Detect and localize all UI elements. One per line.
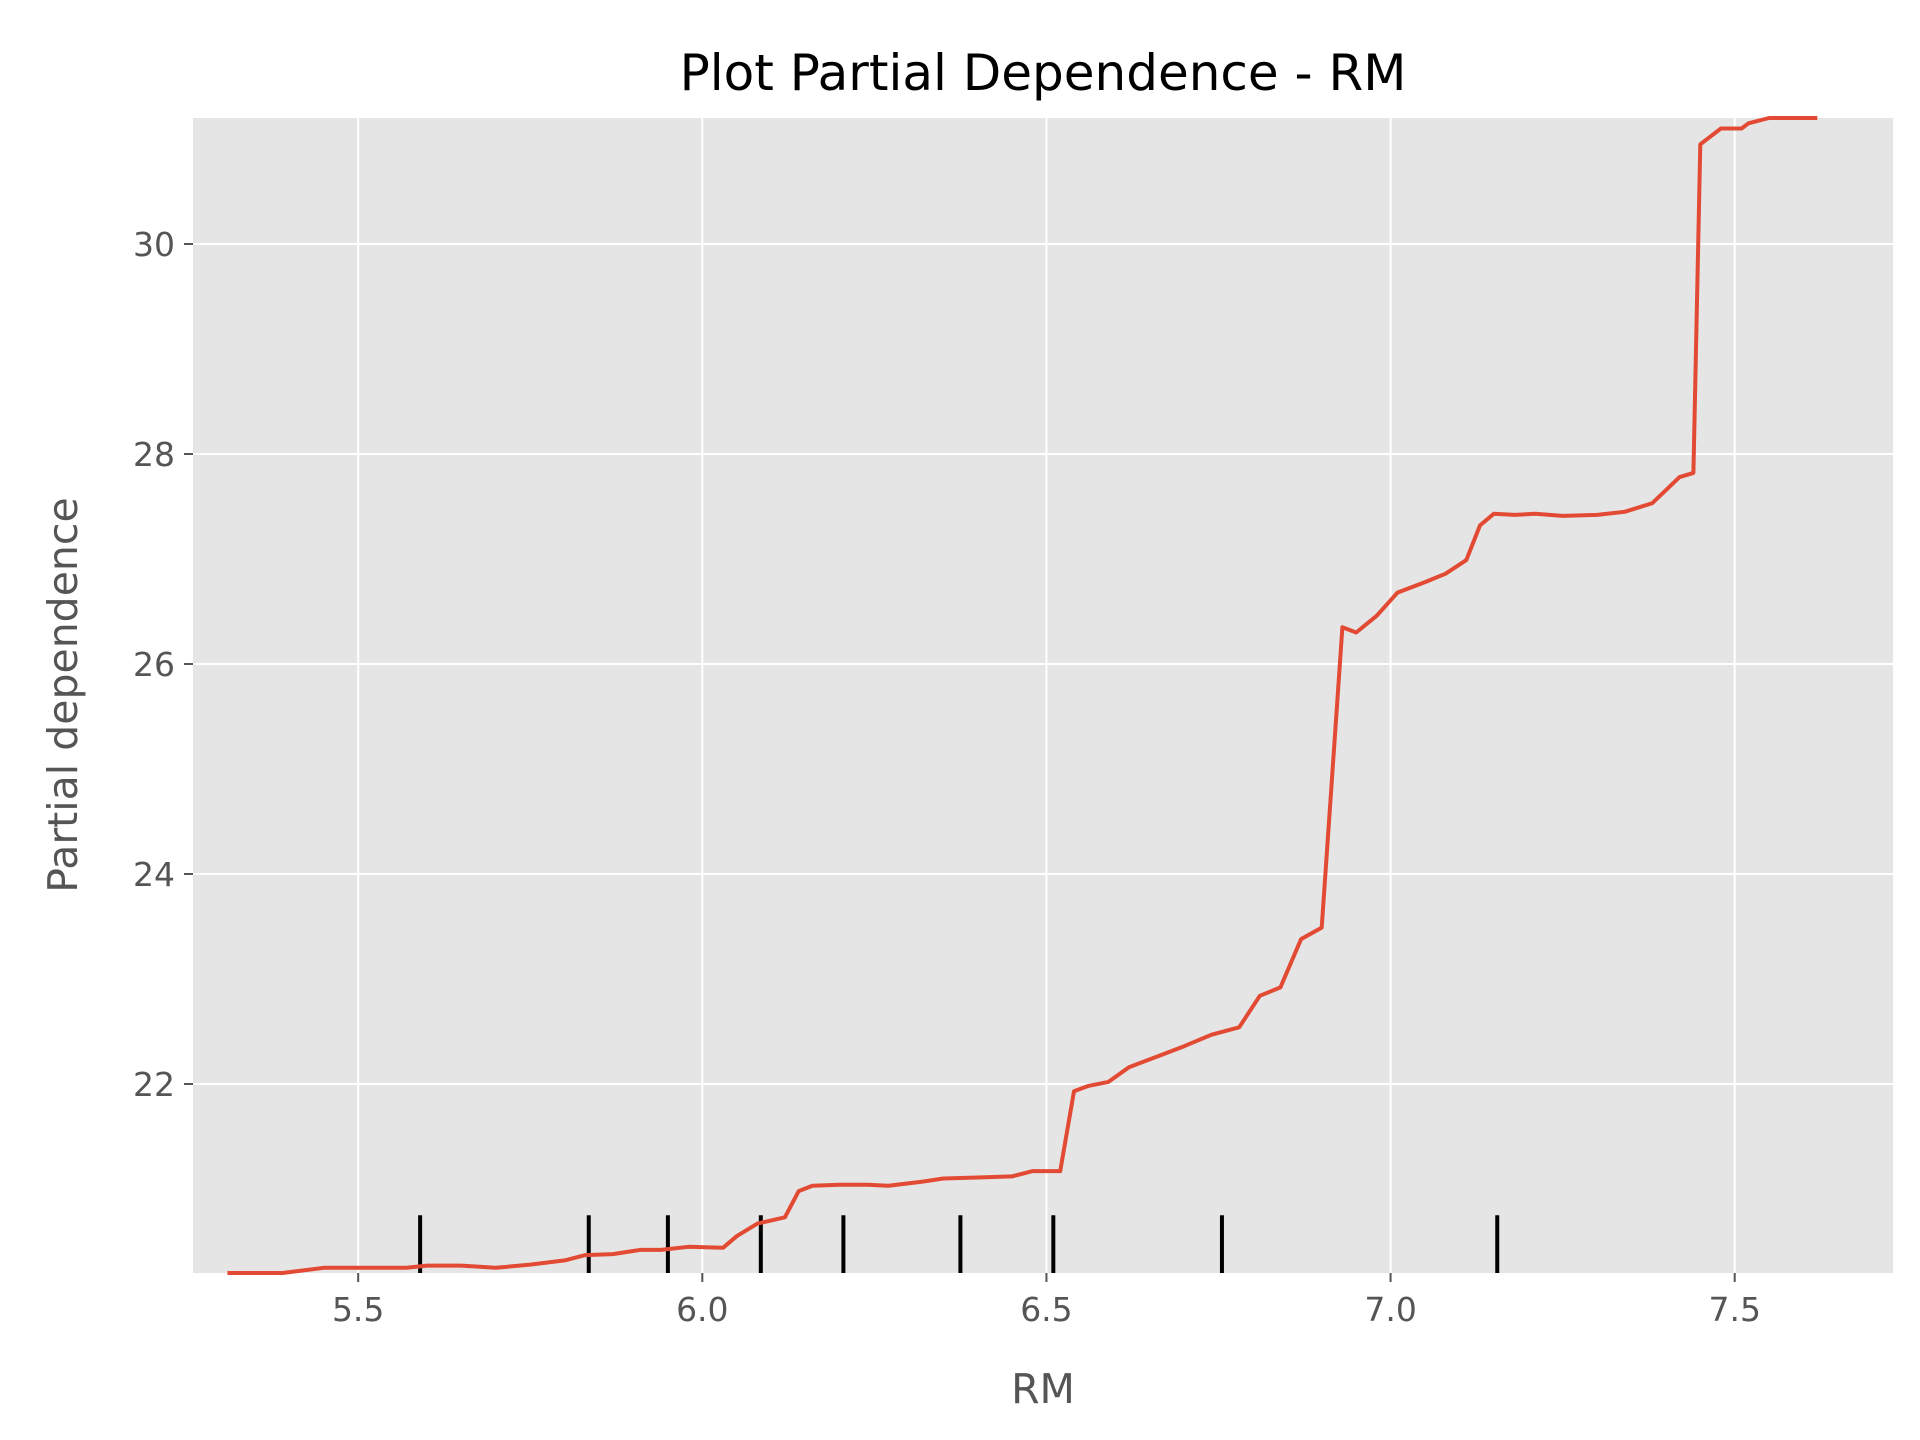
x-tick-label: 6.5: [1020, 1290, 1072, 1329]
axis-ticks: 5.5 6.0 6.5 7.0 7.5 22 24 26 28 30: [133, 225, 1761, 1329]
decile-markers: [418, 1215, 1500, 1273]
plot-area-background: [193, 118, 1893, 1273]
y-tick-label: 22: [133, 1065, 175, 1104]
y-tick-label: 24: [133, 855, 175, 894]
chart-title: Plot Partial Dependence - RM: [680, 44, 1407, 102]
y-tick-label: 26: [133, 645, 175, 684]
y-axis-label: Partial dependence: [39, 497, 87, 892]
x-tick-label: 6.0: [676, 1290, 728, 1329]
x-tick-label: 5.5: [332, 1290, 384, 1329]
y-tick-label: 30: [133, 225, 175, 264]
partial-dependence-line: [227, 116, 1818, 1275]
x-axis-label: RM: [1011, 1365, 1075, 1413]
grid-lines: [193, 118, 1893, 1273]
x-tick-label: 7.0: [1364, 1290, 1416, 1329]
x-tick-label: 7.5: [1708, 1290, 1760, 1329]
y-tick-label: 28: [133, 435, 175, 474]
